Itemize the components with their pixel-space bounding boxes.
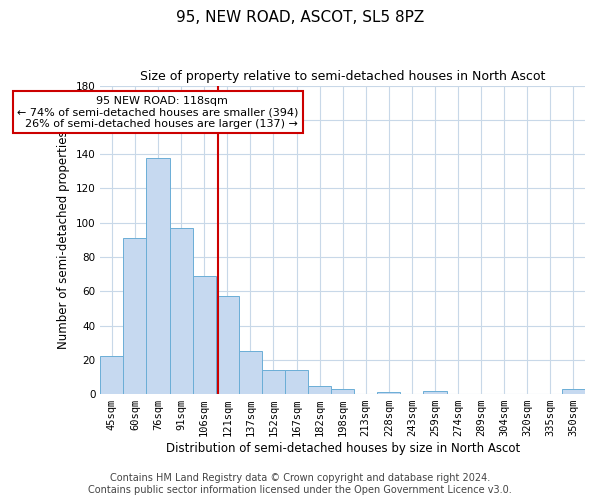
Bar [331, 389, 354, 394]
Bar [377, 392, 400, 394]
Text: 95, NEW ROAD, ASCOT, SL5 8PZ: 95, NEW ROAD, ASCOT, SL5 8PZ [176, 10, 424, 25]
Bar [562, 389, 585, 394]
Bar [285, 370, 308, 394]
Bar [146, 158, 170, 394]
Bar [262, 370, 285, 394]
Title: Size of property relative to semi-detached houses in North Ascot: Size of property relative to semi-detach… [140, 70, 545, 83]
Bar [100, 356, 124, 394]
Bar [424, 390, 446, 394]
Bar [170, 228, 193, 394]
Y-axis label: Number of semi-detached properties: Number of semi-detached properties [57, 130, 70, 349]
Bar [239, 351, 262, 394]
X-axis label: Distribution of semi-detached houses by size in North Ascot: Distribution of semi-detached houses by … [166, 442, 520, 455]
Text: 95 NEW ROAD: 118sqm
← 74% of semi-detached houses are smaller (394)
  26% of sem: 95 NEW ROAD: 118sqm ← 74% of semi-detach… [17, 96, 299, 129]
Text: Contains HM Land Registry data © Crown copyright and database right 2024.
Contai: Contains HM Land Registry data © Crown c… [88, 474, 512, 495]
Bar [308, 386, 331, 394]
Bar [216, 296, 239, 394]
Bar [124, 238, 146, 394]
Bar [193, 276, 216, 394]
